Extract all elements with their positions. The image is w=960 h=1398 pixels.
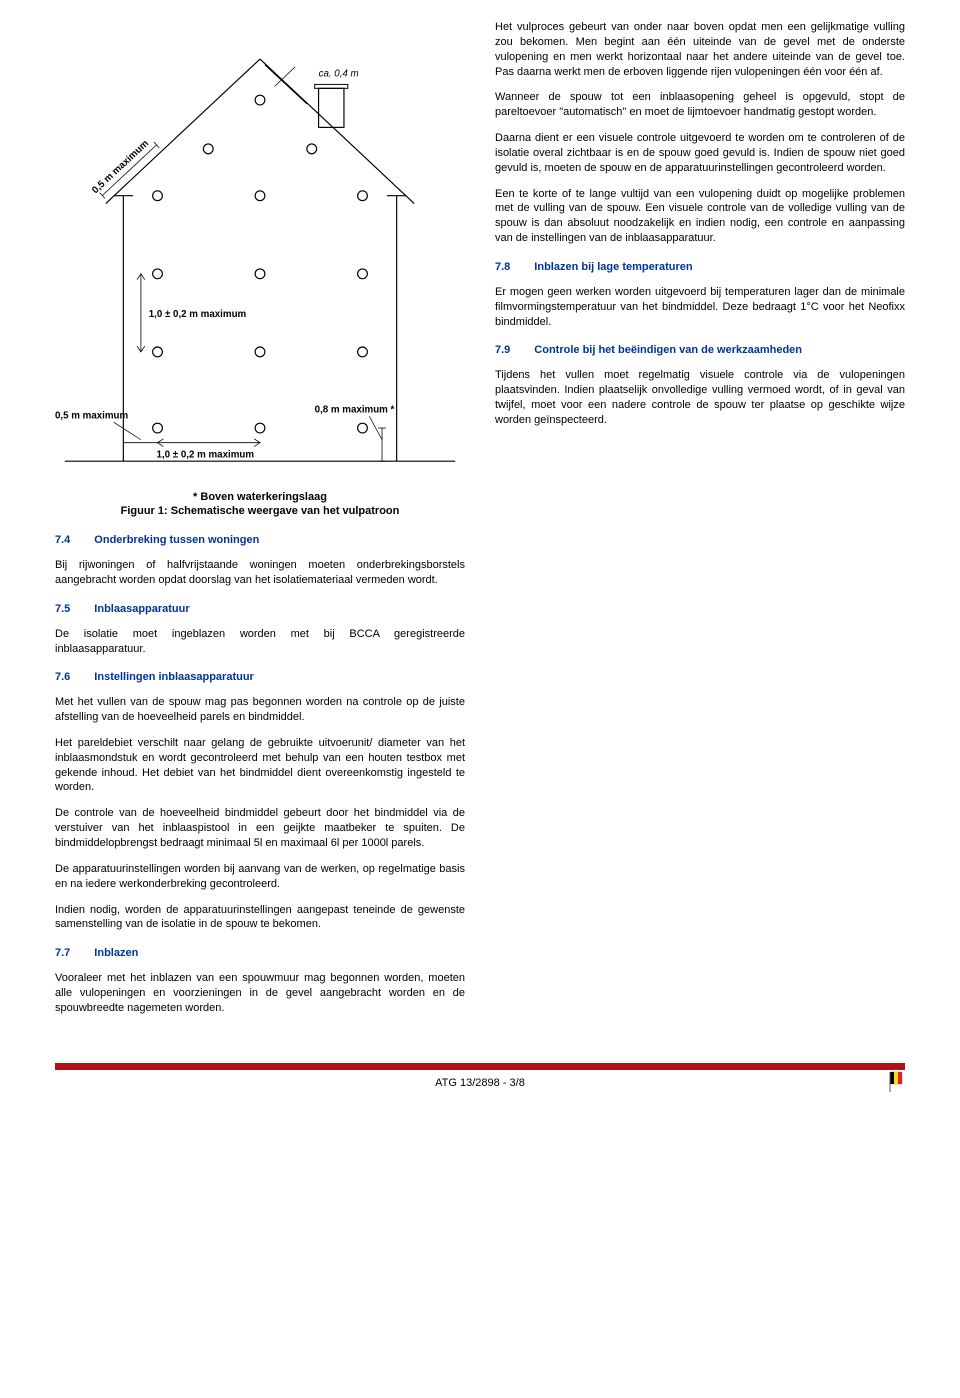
left-column: ca. 0,4 m 0,5 m maximum 1,0 ± 0,2 m maxi…: [55, 20, 465, 1027]
para: Indien nodig, worden de apparatuurinstel…: [55, 903, 465, 933]
para: Het pareldebiet verschilt naar gelang de…: [55, 736, 465, 795]
page-footer: ATG 13/2898 - 3/8: [55, 1063, 905, 1091]
para: De controle van de hoeveelheid bindmidde…: [55, 806, 465, 851]
label-bottom-left: 0,5 m maximum: [55, 410, 128, 421]
heading-num: 7.9: [495, 343, 510, 358]
label-bottom-right: 0,8 m maximum *: [315, 404, 395, 415]
heading-7-4: 7.4 Onderbreking tussen woningen: [55, 533, 465, 548]
heading-title: Inblaasapparatuur: [94, 602, 189, 617]
para: Daarna dient er een visuele controle uit…: [495, 131, 905, 176]
heading-title: Inblazen: [94, 946, 138, 961]
para: De apparatuurinstellingen worden bij aan…: [55, 862, 465, 892]
flag-icon: [887, 1070, 905, 1094]
caption-line1: * Boven waterkeringslaag: [55, 490, 465, 505]
para: Wanneer de spouw tot een inblaasopening …: [495, 90, 905, 120]
fill-pattern-diagram: ca. 0,4 m 0,5 m maximum 1,0 ± 0,2 m maxi…: [55, 20, 465, 484]
heading-num: 7.7: [55, 946, 70, 961]
heading-title: Instellingen inblaasapparatuur: [94, 670, 254, 685]
label-top: ca. 0,4 m: [319, 69, 359, 80]
heading-7-7: 7.7 Inblazen: [55, 946, 465, 961]
heading-num: 7.6: [55, 670, 70, 685]
para: Met het vullen van de spouw mag pas bego…: [55, 695, 465, 725]
heading-7-8: 7.8 Inblazen bij lage temperaturen: [495, 260, 905, 275]
heading-num: 7.8: [495, 260, 510, 275]
para: Vooraleer met het inblazen van een spouw…: [55, 971, 465, 1016]
para: Bij rijwoningen of halfvrijstaande wonin…: [55, 558, 465, 588]
footer-bar: [55, 1063, 905, 1070]
label-row-spacing: 1,0 ± 0,2 m maximum: [149, 309, 247, 320]
para: Een te korte of te lange vultijd van een…: [495, 187, 905, 246]
para: Tijdens het vullen moet regelmatig visue…: [495, 368, 905, 427]
heading-num: 7.5: [55, 602, 70, 617]
right-column: Het vulproces gebeurt van onder naar bov…: [495, 20, 905, 1027]
para: De isolatie moet ingeblazen worden met b…: [55, 627, 465, 657]
heading-7-6: 7.6 Instellingen inblaasapparatuur: [55, 670, 465, 685]
footer-text: ATG 13/2898 - 3/8: [55, 1076, 905, 1091]
caption-line2: Figuur 1: Schematische weergave van het …: [55, 504, 465, 519]
heading-title: Inblazen bij lage temperaturen: [534, 260, 692, 275]
para: Er mogen geen werken worden uitgevoerd b…: [495, 285, 905, 330]
para: Het vulproces gebeurt van onder naar bov…: [495, 20, 905, 79]
heading-title: Controle bij het beëindigen van de werkz…: [534, 343, 802, 358]
figure-caption: * Boven waterkeringslaag Figuur 1: Schem…: [55, 490, 465, 520]
label-bottom-mid: 1,0 ± 0,2 m maximum: [157, 449, 255, 460]
heading-7-5: 7.5 Inblaasapparatuur: [55, 602, 465, 617]
label-left-diag: 0,5 m maximum: [90, 138, 151, 196]
heading-num: 7.4: [55, 533, 70, 548]
heading-7-9: 7.9 Controle bij het beëindigen van de w…: [495, 343, 905, 358]
heading-title: Onderbreking tussen woningen: [94, 533, 259, 548]
